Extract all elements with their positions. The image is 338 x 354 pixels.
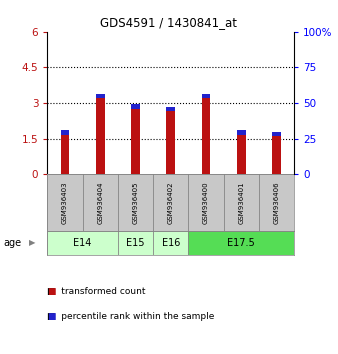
- Bar: [201, 93, 210, 98]
- Bar: [153, 174, 188, 230]
- Text: ■  percentile rank within the sample: ■ percentile rank within the sample: [47, 312, 215, 320]
- Bar: [96, 93, 104, 98]
- Bar: [131, 109, 140, 174]
- Text: GSM936401: GSM936401: [238, 181, 244, 224]
- Text: E16: E16: [162, 238, 180, 248]
- Bar: [61, 135, 69, 174]
- Bar: [223, 174, 259, 230]
- Bar: [237, 135, 246, 174]
- Bar: [272, 136, 281, 174]
- Text: GSM936404: GSM936404: [97, 181, 103, 224]
- Bar: [237, 130, 246, 135]
- Bar: [166, 107, 175, 112]
- Text: age: age: [3, 238, 22, 248]
- Text: GSM936405: GSM936405: [132, 181, 139, 224]
- Text: GDS4591 / 1430841_at: GDS4591 / 1430841_at: [100, 16, 238, 29]
- Bar: [118, 174, 153, 230]
- Text: ■  transformed count: ■ transformed count: [47, 287, 146, 296]
- Bar: [47, 174, 82, 230]
- Bar: [82, 174, 118, 230]
- Text: E17.5: E17.5: [227, 238, 255, 248]
- Bar: [259, 174, 294, 230]
- Bar: [118, 230, 153, 255]
- Bar: [131, 104, 140, 109]
- Bar: [47, 230, 118, 255]
- Text: ■: ■: [47, 312, 56, 320]
- Bar: [272, 132, 281, 136]
- Bar: [201, 98, 210, 174]
- Bar: [188, 174, 223, 230]
- Text: E14: E14: [73, 238, 92, 248]
- Text: GSM936402: GSM936402: [168, 181, 174, 224]
- Text: GSM936400: GSM936400: [203, 181, 209, 224]
- Text: E15: E15: [126, 238, 145, 248]
- Text: GSM936403: GSM936403: [62, 181, 68, 224]
- Bar: [153, 230, 188, 255]
- Text: ■: ■: [47, 287, 56, 296]
- Bar: [61, 130, 69, 135]
- Bar: [166, 112, 175, 174]
- Text: ▶: ▶: [29, 238, 35, 247]
- Text: GSM936406: GSM936406: [273, 181, 280, 224]
- Bar: [96, 98, 104, 174]
- Bar: [188, 230, 294, 255]
